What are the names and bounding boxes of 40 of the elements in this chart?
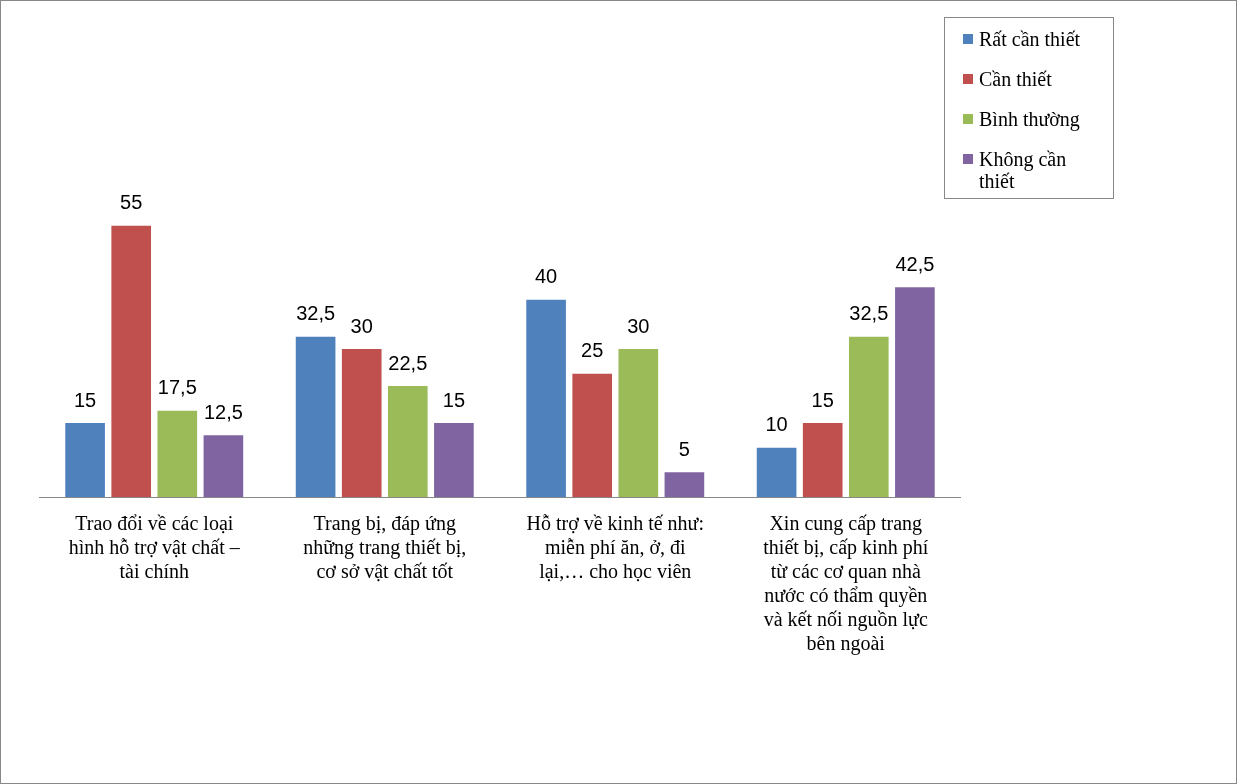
bar bbox=[157, 410, 198, 497]
legend-label: Không cần thiết bbox=[979, 148, 1068, 192]
bar bbox=[434, 423, 474, 497]
data-label: 42,5 bbox=[895, 252, 935, 275]
data-label: 15 bbox=[811, 388, 834, 411]
bar bbox=[387, 386, 428, 497]
bar bbox=[802, 423, 843, 497]
data-label: 32,5 bbox=[296, 302, 336, 325]
bar bbox=[618, 349, 659, 497]
legend-label: Bình thường bbox=[979, 108, 1080, 130]
bar bbox=[111, 225, 152, 497]
legend-label: Rất cần thiết bbox=[979, 28, 1081, 50]
x-tick-label: Hỗ trợ về kinh tế như: miễn phí ăn, ở, đi lại,… cho học viên bbox=[526, 512, 704, 583]
data-label: 15 bbox=[73, 388, 97, 411]
bar bbox=[572, 373, 613, 497]
data-label: 30 bbox=[350, 314, 373, 337]
x-tick-label: Xin cung cấp trang thiết bị, cấp kinh phí từ các cơ quan nhà nước có thẩm quyền và kết nối nguồn lực bên ngoài bbox=[763, 512, 929, 656]
bar bbox=[895, 287, 935, 497]
bar bbox=[295, 336, 336, 497]
data-label: 12,5 bbox=[203, 400, 243, 423]
bar bbox=[756, 447, 797, 497]
data-label: 10 bbox=[765, 413, 788, 436]
bar bbox=[341, 349, 382, 497]
bar bbox=[664, 472, 705, 497]
data-label: 32,5 bbox=[849, 302, 889, 325]
legend-label: Cần thiết bbox=[979, 68, 1052, 90]
data-label: 55 bbox=[120, 191, 143, 214]
x-tick-label: Trang bị, đáp ứng những trang thiết bị, cơ sở vật chất tốt bbox=[303, 512, 467, 583]
x-tick-label: Trao đổi về các loại hình hỗ trợ vật chất – tài chính bbox=[68, 512, 241, 583]
data-label: 5 bbox=[678, 437, 690, 460]
bar bbox=[526, 299, 566, 497]
bar bbox=[203, 435, 244, 497]
data-label: 40 bbox=[534, 265, 558, 288]
data-label: 25 bbox=[581, 339, 604, 362]
bar bbox=[65, 423, 105, 497]
data-label: 30 bbox=[627, 314, 650, 337]
data-label: 22,5 bbox=[388, 351, 428, 374]
data-label: 15 bbox=[442, 388, 466, 411]
bar bbox=[848, 336, 889, 497]
data-label: 17,5 bbox=[157, 376, 197, 399]
